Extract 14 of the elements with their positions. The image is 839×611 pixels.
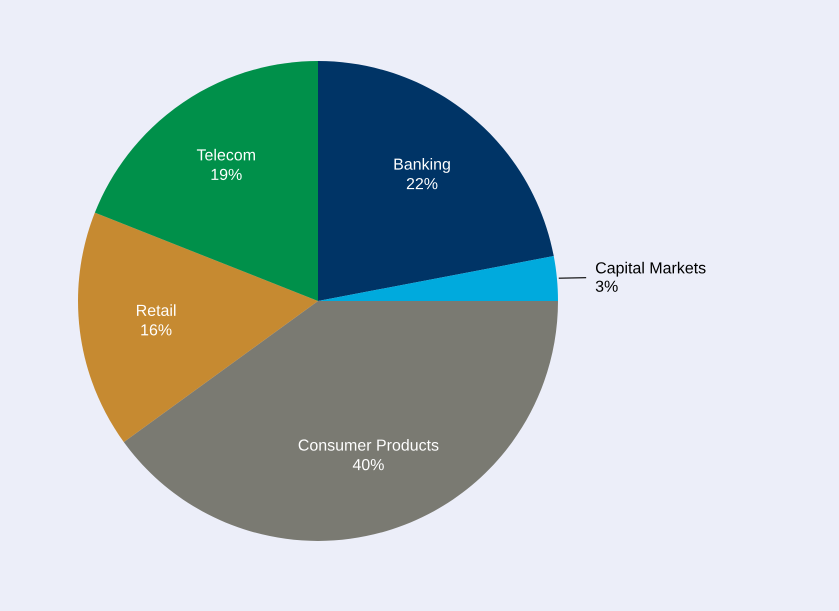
data-label: 22% <box>406 178 438 190</box>
slice-label: Telecom <box>196 148 255 161</box>
slice-label: Retail <box>136 304 176 316</box>
data-label: 3% <box>596 280 618 292</box>
pie-slice <box>124 301 558 541</box>
data-label: 16% <box>141 324 172 336</box>
slice-label: Consumer Products <box>298 439 438 451</box>
slice-label: Capital Markets <box>596 262 706 277</box>
data-label: 19% <box>212 168 242 180</box>
pie-slice <box>94 61 318 301</box>
pie-slice <box>318 61 554 301</box>
pie-slice <box>318 256 558 301</box>
slice-label: Banking <box>394 158 450 173</box>
data-label: 40% <box>352 458 384 470</box>
